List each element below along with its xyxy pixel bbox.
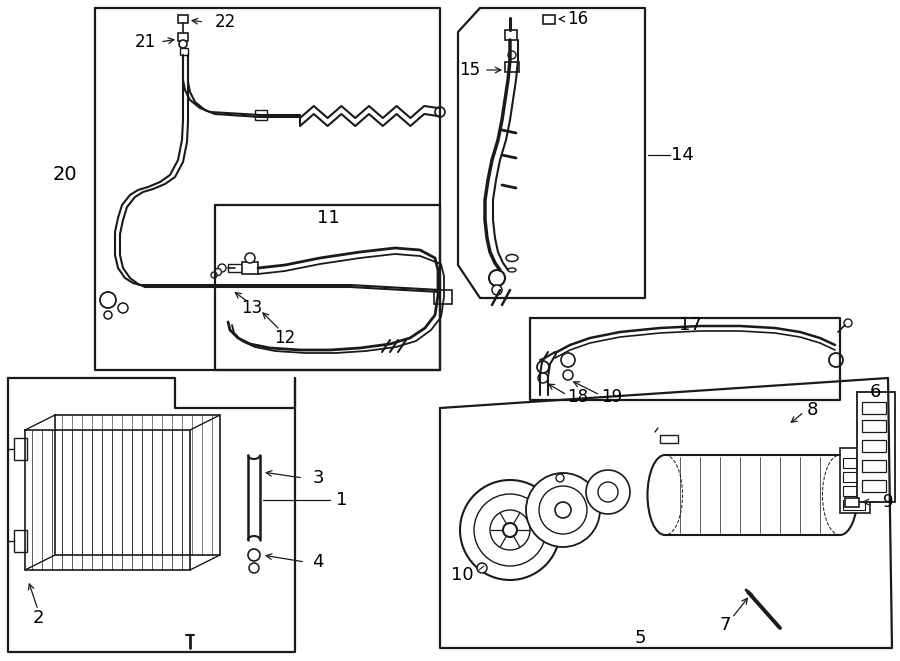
Text: 18: 18	[567, 388, 589, 406]
Circle shape	[249, 563, 259, 573]
Circle shape	[218, 264, 226, 272]
Bar	[862, 402, 886, 414]
Text: 6: 6	[869, 383, 881, 401]
Circle shape	[563, 370, 573, 380]
Circle shape	[561, 353, 575, 367]
Circle shape	[104, 311, 112, 319]
Bar	[543, 15, 555, 24]
Text: 20: 20	[53, 165, 77, 184]
Text: 14: 14	[670, 146, 693, 164]
Bar	[857, 392, 895, 502]
Bar	[840, 448, 870, 513]
Text: 17: 17	[679, 316, 701, 334]
Bar	[178, 15, 188, 23]
Bar	[843, 458, 865, 468]
Circle shape	[211, 272, 217, 278]
Bar	[180, 48, 188, 55]
Circle shape	[435, 107, 445, 117]
Text: 16: 16	[567, 10, 589, 28]
Text: 8: 8	[806, 401, 818, 419]
Circle shape	[526, 473, 600, 547]
Text: 3: 3	[312, 469, 324, 487]
Bar	[843, 472, 865, 482]
Circle shape	[248, 549, 260, 561]
Circle shape	[556, 474, 564, 482]
Text: 22: 22	[214, 13, 236, 31]
Bar	[862, 420, 886, 432]
Bar	[862, 460, 886, 472]
Circle shape	[508, 51, 516, 59]
Circle shape	[537, 361, 549, 373]
Circle shape	[492, 285, 502, 295]
Bar	[228, 264, 242, 272]
Bar	[862, 480, 886, 492]
Bar	[660, 435, 678, 443]
Text: 4: 4	[312, 553, 324, 571]
Bar	[505, 30, 517, 40]
Text: 11: 11	[317, 209, 339, 227]
Circle shape	[829, 353, 843, 367]
Text: 21: 21	[134, 33, 156, 51]
Text: 1: 1	[337, 491, 347, 509]
Circle shape	[503, 523, 517, 537]
Circle shape	[555, 502, 571, 518]
Ellipse shape	[508, 268, 516, 272]
Bar	[845, 498, 859, 507]
Circle shape	[460, 480, 560, 580]
Bar	[255, 110, 267, 120]
Text: 15: 15	[459, 61, 481, 79]
Text: 10: 10	[451, 566, 473, 584]
Text: 9: 9	[883, 493, 893, 511]
Bar	[14, 438, 27, 460]
Circle shape	[538, 373, 548, 383]
Ellipse shape	[506, 254, 518, 262]
Circle shape	[179, 40, 187, 48]
Circle shape	[598, 482, 618, 502]
Text: 5: 5	[634, 629, 646, 647]
Circle shape	[474, 494, 546, 566]
Bar	[843, 486, 865, 496]
Circle shape	[490, 510, 530, 550]
Bar	[843, 500, 865, 510]
Circle shape	[586, 470, 630, 514]
Bar	[14, 530, 27, 552]
Circle shape	[539, 486, 587, 534]
Bar	[862, 440, 886, 452]
Circle shape	[489, 270, 505, 286]
Text: 13: 13	[241, 299, 263, 317]
Circle shape	[118, 303, 128, 313]
Circle shape	[477, 563, 487, 573]
Text: 7: 7	[719, 616, 731, 634]
Text: 12: 12	[274, 329, 295, 347]
Circle shape	[844, 319, 852, 327]
Circle shape	[245, 253, 255, 263]
Bar	[505, 62, 519, 72]
Text: 19: 19	[601, 388, 623, 406]
Text: 2: 2	[32, 609, 44, 627]
Circle shape	[214, 268, 221, 276]
Bar	[434, 290, 452, 304]
Bar	[242, 262, 258, 274]
Bar	[178, 33, 188, 41]
Circle shape	[100, 292, 116, 308]
